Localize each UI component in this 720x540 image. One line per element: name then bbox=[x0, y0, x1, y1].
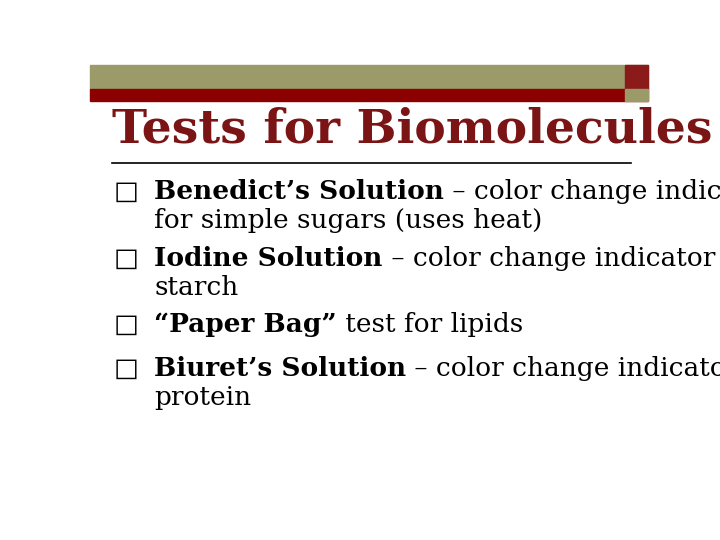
Text: □: □ bbox=[114, 356, 139, 381]
Text: □: □ bbox=[114, 246, 139, 271]
Text: Benedict’s Solution: Benedict’s Solution bbox=[154, 179, 444, 204]
Text: □: □ bbox=[114, 312, 139, 337]
Text: starch: starch bbox=[154, 275, 238, 300]
Text: “Paper Bag”: “Paper Bag” bbox=[154, 312, 337, 337]
Text: test for lipids: test for lipids bbox=[337, 312, 523, 337]
Bar bbox=[624, 65, 648, 89]
Text: – color change indicator for: – color change indicator for bbox=[406, 356, 720, 381]
Text: □: □ bbox=[114, 179, 139, 204]
Bar bbox=[624, 89, 648, 100]
Text: Biuret’s Solution: Biuret’s Solution bbox=[154, 356, 406, 381]
Text: – color change indicator for: – color change indicator for bbox=[382, 246, 720, 271]
Bar bbox=[90, 65, 648, 89]
Text: – color change indicator: – color change indicator bbox=[444, 179, 720, 204]
Text: protein: protein bbox=[154, 385, 251, 410]
Text: Tests for Biomolecules: Tests for Biomolecules bbox=[112, 106, 713, 152]
Bar bbox=[90, 89, 648, 100]
Text: for simple sugars (uses heat): for simple sugars (uses heat) bbox=[154, 208, 543, 233]
Text: Iodine Solution: Iodine Solution bbox=[154, 246, 382, 271]
